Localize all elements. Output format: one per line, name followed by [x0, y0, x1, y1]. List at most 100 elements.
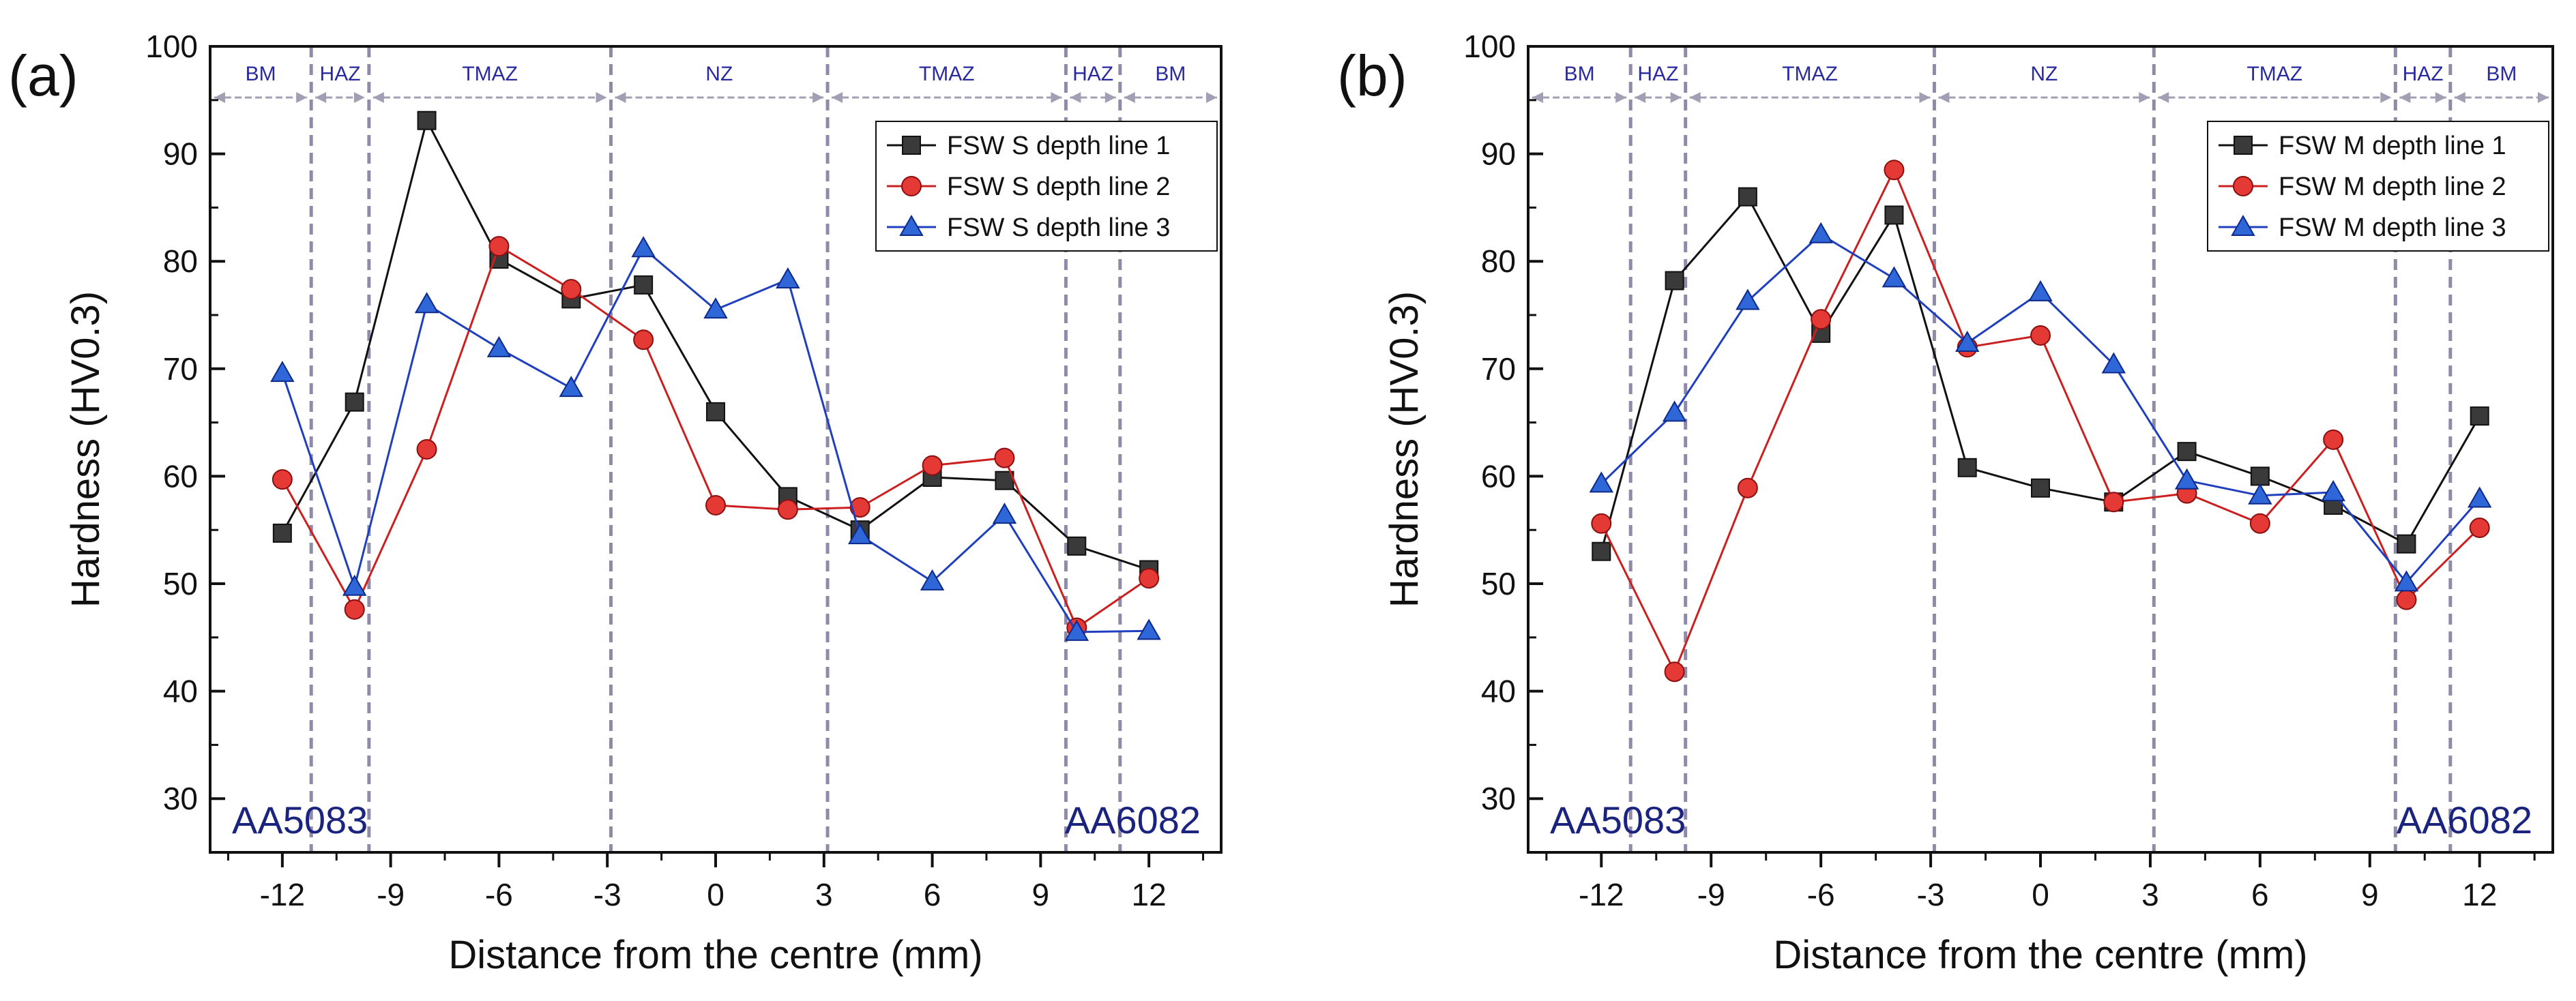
- zone-label: HAZ: [1072, 63, 1113, 85]
- x-tick-label: 9: [2361, 877, 2379, 912]
- data-point: [488, 236, 510, 257]
- alloy-label-left: AA5083: [232, 798, 368, 841]
- x-tick-label: -9: [377, 877, 405, 912]
- zone-arrow-head-left: [832, 92, 843, 103]
- data-point: [272, 469, 293, 490]
- zone-label: HAZ: [1637, 63, 1678, 85]
- data-point: [2394, 570, 2419, 592]
- data-point: [631, 236, 656, 258]
- y-tick-label: 50: [163, 566, 198, 601]
- zone-label: HAZ: [320, 63, 361, 85]
- legend-entry: FSW S depth line 1: [947, 132, 1170, 160]
- alloy-label-left: AA5083: [1550, 798, 1686, 841]
- zone-label: NZ: [2030, 63, 2058, 85]
- data-point: [1884, 205, 1904, 225]
- zone-arrow-head-right: [353, 92, 365, 103]
- y-tick-label: 70: [1481, 351, 1516, 387]
- data-point: [922, 455, 943, 476]
- zone-arrow-head-right: [2380, 92, 2392, 103]
- zone-arrow-head-right: [1670, 92, 1682, 103]
- legend-marker: [899, 214, 924, 236]
- data-point: [2101, 352, 2126, 374]
- data-point: [706, 402, 725, 421]
- y-tick-label: 90: [163, 136, 198, 172]
- zone-arrow-head-left: [372, 92, 384, 103]
- data-point: [342, 574, 367, 596]
- data-point: [2103, 492, 2124, 513]
- zone-arrow-head-right: [1615, 92, 1627, 103]
- x-tick-label: 0: [707, 877, 724, 912]
- legend-entry: FSW S depth line 2: [947, 173, 1170, 201]
- x-tick-label: 12: [1132, 877, 1167, 912]
- legend-entry: FSW S depth line 3: [947, 213, 1170, 242]
- data-point: [777, 499, 798, 520]
- y-tick-label: 40: [163, 674, 198, 709]
- x-tick-label: 6: [2251, 877, 2269, 912]
- data-point: [849, 497, 870, 518]
- legend-marker: [2234, 136, 2253, 155]
- legend: FSW M depth line 1 FSW M depth line 2 FSW …: [2207, 121, 2549, 252]
- data-point: [1957, 458, 1977, 477]
- data-point: [2174, 468, 2199, 490]
- data-point: [776, 267, 800, 288]
- x-axis-title: Distance from the centre (mm): [1773, 933, 2307, 977]
- zone-label: TMAZ: [919, 63, 975, 85]
- legend-marker: [2231, 214, 2255, 236]
- data-point: [270, 361, 295, 383]
- series-3: [270, 236, 1161, 641]
- data-point: [2321, 480, 2345, 502]
- zone-arrow-head-left: [214, 92, 225, 103]
- zone-arrow-head-left: [2158, 92, 2169, 103]
- alloy-label-right: AA6082: [2397, 798, 2532, 841]
- y-tick-label: 90: [1481, 136, 1516, 172]
- data-point: [1809, 222, 1833, 243]
- zone-label: BM: [246, 63, 276, 85]
- data-point: [992, 503, 1017, 524]
- data-point: [414, 292, 439, 314]
- zone-arrow-head-left: [2454, 92, 2465, 103]
- data-point: [559, 376, 584, 398]
- zone-arrow-head-left: [1689, 92, 1701, 103]
- x-tick-label: -12: [1579, 877, 1624, 912]
- zone-arrow-head-left: [2399, 92, 2411, 103]
- data-point: [1592, 541, 1611, 561]
- y-tick-label: 30: [163, 781, 198, 816]
- x-tick-label: -12: [260, 877, 305, 912]
- data-point: [633, 329, 654, 350]
- y-axis-title: Hardness (HV0.3): [1382, 291, 1426, 608]
- zone-arrow-head-right: [2139, 92, 2150, 103]
- data-point: [1591, 513, 1612, 534]
- legend-entry: FSW M depth line 2: [2279, 173, 2506, 201]
- zone-label: TMAZ: [2246, 63, 2302, 85]
- legend-entry: FSW M depth line 1: [2279, 132, 2506, 160]
- data-point: [416, 439, 437, 460]
- x-tick-label: -9: [1697, 877, 1725, 912]
- y-tick-label: 100: [1463, 29, 1516, 64]
- zone-arrow-head-left: [1532, 92, 1543, 103]
- data-point: [994, 447, 1015, 468]
- legend-marker: [902, 136, 921, 155]
- legend-marker: [2233, 176, 2253, 196]
- y-tick-label: 80: [163, 243, 198, 279]
- data-point: [2467, 486, 2492, 508]
- x-axis-title: Distance from the centre (mm): [448, 933, 982, 977]
- zone-arrow-head-right: [813, 92, 824, 103]
- zone-arrow-head-right: [1104, 92, 1116, 103]
- zone-arrow-head-left: [315, 92, 327, 103]
- data-point: [417, 110, 437, 130]
- zone-label: TMAZ: [1782, 63, 1838, 85]
- data-point: [703, 297, 728, 319]
- series-2: [1591, 160, 2490, 683]
- panel-label: (b): [1337, 44, 1407, 108]
- data-point: [2397, 534, 2416, 554]
- zone-label: HAZ: [2403, 63, 2444, 85]
- data-point: [1589, 471, 1614, 493]
- data-point: [1137, 618, 1161, 640]
- data-point: [272, 523, 292, 543]
- data-point: [345, 392, 364, 412]
- data-point: [2469, 518, 2490, 539]
- y-tick-label: 40: [1481, 674, 1516, 709]
- data-point: [1736, 288, 1760, 310]
- data-point: [1067, 536, 1087, 556]
